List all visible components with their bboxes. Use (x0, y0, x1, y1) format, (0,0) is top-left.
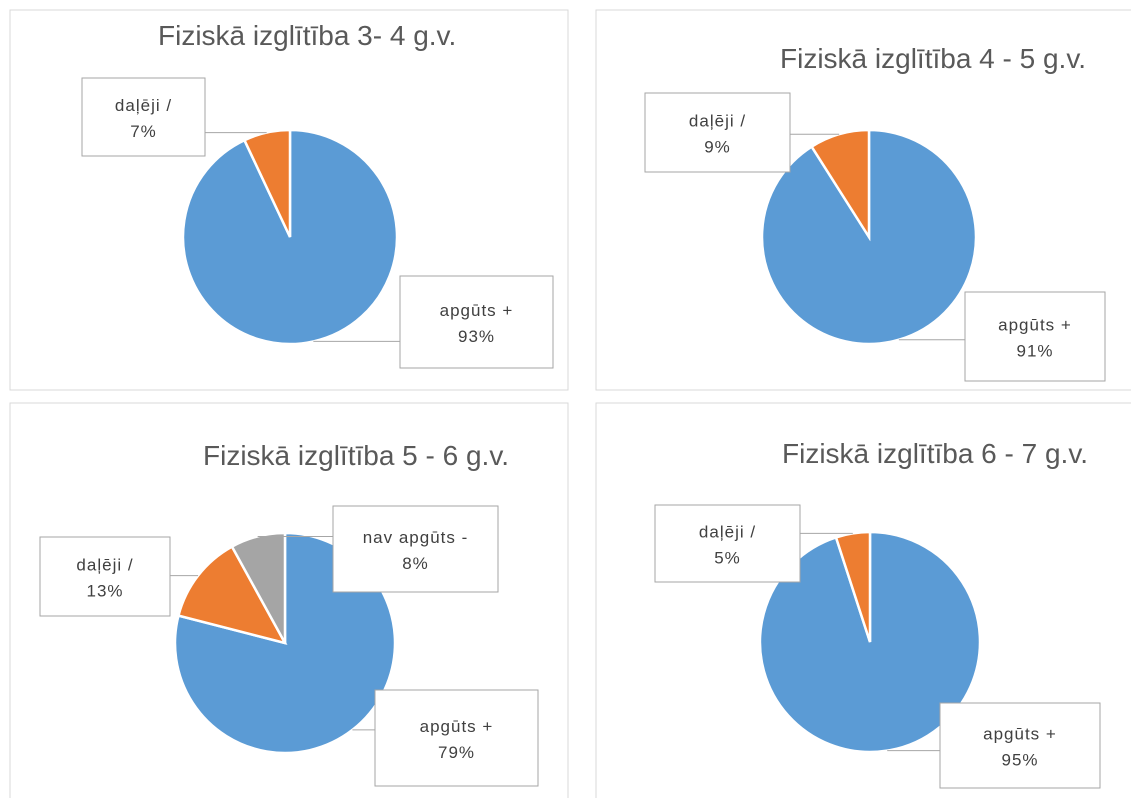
label-value: 9% (704, 138, 731, 157)
label-value: 13% (86, 582, 123, 601)
label-category: daļēji / (115, 96, 172, 115)
label-category: nav apgūts - (363, 528, 469, 547)
label-box (964, 291, 1106, 382)
label-category: apgūts + (440, 301, 514, 320)
chart-title: Fiziskā izglītība 4 - 5 g.v. (780, 43, 1086, 74)
data-label: apgūts + 91% (998, 316, 1072, 361)
chart-title: Fiziskā izglītība 5 - 6 g.v. (203, 440, 509, 471)
data-label: daļēji / 7% (115, 96, 172, 141)
label-value: 91% (1016, 342, 1053, 361)
label-box (399, 275, 554, 369)
pie-slice (176, 544, 288, 645)
label-box (39, 536, 171, 617)
pie-slice (242, 128, 292, 238)
label-category: apgūts + (983, 725, 1057, 744)
panel (9, 402, 569, 798)
panel (595, 402, 1131, 798)
data-label: daļēji / 5% (699, 523, 756, 568)
label-category: daļēji / (76, 556, 133, 575)
label-box (644, 92, 791, 173)
label-box (81, 77, 206, 157)
data-label: nav apgūts - 8% (363, 528, 469, 573)
label-box (939, 702, 1101, 789)
label-value: 93% (458, 327, 495, 346)
label-box (332, 505, 499, 593)
label-value: 7% (130, 122, 157, 141)
panel (9, 9, 569, 391)
panel (595, 9, 1131, 391)
data-label: apgūts + 93% (440, 301, 514, 346)
label-category: daļēji / (689, 112, 746, 131)
label-value: 8% (402, 554, 429, 573)
chart-title: Fiziskā izglītība 3- 4 g.v. (158, 20, 456, 51)
chart-title: Fiziskā izglītība 6 - 7 g.v. (782, 438, 1088, 469)
label-category: apgūts + (998, 316, 1072, 335)
pie-slice (809, 128, 871, 242)
label-value: 5% (714, 549, 741, 568)
label-box (654, 504, 801, 583)
data-label: daļēji / 9% (689, 112, 746, 157)
label-category: apgūts + (420, 717, 494, 736)
label-box (374, 689, 539, 787)
label-value: 79% (438, 743, 475, 762)
data-label: apgūts + 95% (983, 725, 1057, 770)
label-value: 95% (1001, 751, 1038, 770)
label-category: daļēji / (699, 523, 756, 542)
data-label: apgūts + 79% (420, 717, 494, 762)
data-label: daļēji / 13% (76, 556, 133, 601)
